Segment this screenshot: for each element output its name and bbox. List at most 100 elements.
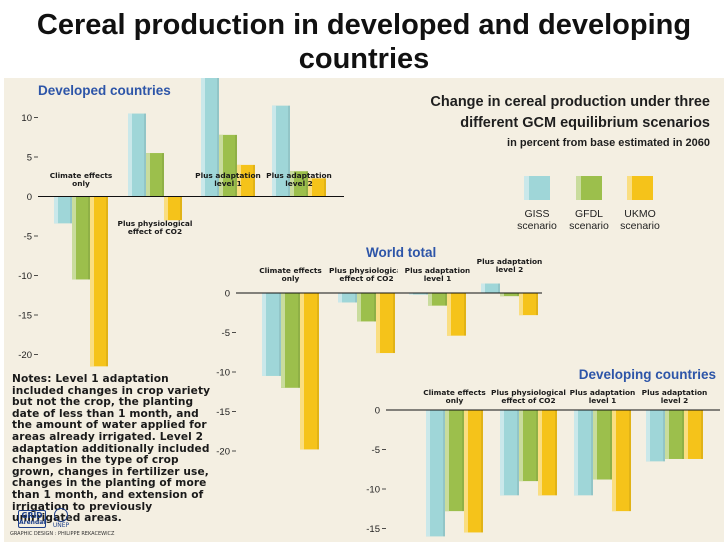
world-bar-shade-gfdl <box>517 293 519 297</box>
world-bar-ukmo <box>447 293 466 336</box>
developing-category-label: Plus adaptation level 1 <box>570 388 636 405</box>
developed-bar-ukmo <box>237 164 255 197</box>
developing-bar-gfdl <box>593 410 612 480</box>
developing-bar-ukmo <box>612 410 631 512</box>
developed-bar-shade-ukmo <box>106 196 108 367</box>
developing-bar-shade-ukmo <box>629 410 631 512</box>
world-ytick-label: -15 <box>216 407 230 418</box>
world-category-label: Plus adaptation level 1 <box>405 266 471 283</box>
developing-bar-highlight-giss <box>426 410 430 537</box>
developed-bar-highlight-giss <box>128 113 132 197</box>
developed-bar-highlight-ukmo <box>308 178 312 197</box>
developing-bar-gfdl <box>519 410 538 482</box>
world-bar-shade-ukmo <box>536 293 538 316</box>
world-bar-ukmo <box>376 293 395 354</box>
chart-subtitle: in percent from base estimated in 2060 <box>507 137 710 149</box>
world-bar-gfdl <box>357 293 376 322</box>
world-category-label: Plus adaptation level 2 <box>477 257 543 274</box>
developed-bar-gfdl <box>72 196 90 280</box>
world-ytick-label: -5 <box>222 328 230 339</box>
legend-label-gfdl: GFDL <box>575 208 603 220</box>
developing-bar-shade-gfdl <box>682 410 684 459</box>
world-category-label-bg <box>469 256 550 274</box>
developed-bar-shade-gfdl <box>162 153 164 197</box>
developing-ytick-label: -15 <box>366 524 380 535</box>
chart-canvas: Change in cereal production under three d… <box>18 78 720 537</box>
developing-bar-highlight-giss <box>500 410 504 496</box>
developing-bar-shade-gfdl <box>462 410 464 512</box>
world-bar-highlight-giss <box>262 293 266 376</box>
world-bar-highlight-ukmo <box>376 293 380 354</box>
developed-ytick-label: 5 <box>27 153 32 164</box>
chart-title-line-2: different GCM equilibrium scenarios <box>460 115 710 131</box>
world-bar-highlight-giss <box>338 293 342 303</box>
world-bar-giss <box>262 293 281 376</box>
developed-bar-shade-ukmo <box>253 164 255 197</box>
developed-bar-shade-ukmo <box>324 178 326 197</box>
world-bar-shade-giss <box>279 293 281 376</box>
world-bar-giss <box>338 293 357 303</box>
developing-bar-highlight-giss <box>646 410 650 462</box>
world-bar-shade-gfdl <box>374 293 376 322</box>
developed-chart-title: Developed countries <box>38 83 171 98</box>
world-category-label-bg <box>397 265 478 283</box>
developing-bar-giss <box>426 410 445 537</box>
developed-bar-highlight-ukmo <box>90 196 94 367</box>
developed-category-label: Plus adaptation level 2 <box>266 171 332 188</box>
developing-bar-ukmo <box>464 410 483 533</box>
legend-caption-gfdl: scenario <box>569 220 609 232</box>
developed-bar-giss <box>128 113 146 197</box>
chart-panel: Change in cereal production under three d… <box>4 78 724 542</box>
developed-bar-shade-ukmo <box>180 196 182 221</box>
world-bar-gfdl <box>500 293 519 297</box>
developed-bar-highlight-gfdl <box>146 153 150 197</box>
developing-bar-shade-ukmo <box>481 410 483 533</box>
world-bar-shade-gfdl <box>298 293 300 388</box>
world-bar-gfdl <box>428 293 447 306</box>
developing-bar-highlight-gfdl <box>665 410 669 459</box>
developing-bar-highlight-giss <box>574 410 578 496</box>
world-ytick-label: 0 <box>225 289 230 300</box>
developed-bar-shade-giss <box>288 105 290 197</box>
developing-bar-gfdl <box>665 410 684 459</box>
world-category-label-bg <box>326 265 407 283</box>
world-bar-highlight-giss <box>409 293 413 295</box>
developed-bar-highlight-gfdl <box>219 134 223 197</box>
developing-bar-shade-giss <box>663 410 665 462</box>
developing-ytick-label: -10 <box>366 485 380 496</box>
developing-bar-giss <box>574 410 593 496</box>
developed-ytick-label: -10 <box>18 271 32 282</box>
grid-arendal-logo: GRID Arendal <box>18 510 46 528</box>
developed-bar-shade-gfdl <box>235 134 237 197</box>
legend-caption-ukmo: scenario <box>620 220 660 232</box>
developing-bar-shade-gfdl <box>536 410 538 482</box>
world-bar-shade-giss <box>426 293 428 295</box>
developing-bar-ukmo <box>538 410 557 496</box>
unep-logo: UNEP <box>48 508 74 529</box>
developed-ytick-label: 0 <box>27 192 32 203</box>
developing-bar-highlight-ukmo <box>538 410 542 496</box>
developed-bar-ukmo <box>164 196 182 221</box>
developing-bar-shade-gfdl <box>610 410 612 480</box>
world-bar-shade-ukmo <box>393 293 395 354</box>
world-category-label: Climate effects only <box>259 266 322 283</box>
developing-bar-shade-ukmo <box>701 410 703 459</box>
developed-bar-ukmo <box>308 178 326 197</box>
legend-swatch-highlight-gfdl <box>576 176 581 200</box>
developing-bar-highlight-gfdl <box>593 410 597 480</box>
slide-title: Cereal production in developed and devel… <box>36 9 692 75</box>
chart-title-line-1: Change in cereal production under three <box>430 94 710 110</box>
developing-ytick-label: 0 <box>375 406 380 417</box>
developed-bar-highlight-giss <box>54 196 58 224</box>
developing-bar-ukmo <box>684 410 703 459</box>
grid-logo-subtext: Arendal <box>19 519 46 526</box>
developed-bar-giss <box>201 78 219 197</box>
legend-label-giss: GISS <box>524 208 549 220</box>
developed-bar-shade-giss <box>144 113 146 197</box>
developed-ytick-label: -20 <box>18 350 32 361</box>
developed-bar-shade-gfdl <box>306 171 308 197</box>
developing-bar-highlight-ukmo <box>684 410 688 459</box>
legend-label-ukmo: UKMO <box>624 208 656 220</box>
unep-emblem-icon <box>54 508 68 522</box>
world-bar-shade-giss <box>498 283 500 293</box>
